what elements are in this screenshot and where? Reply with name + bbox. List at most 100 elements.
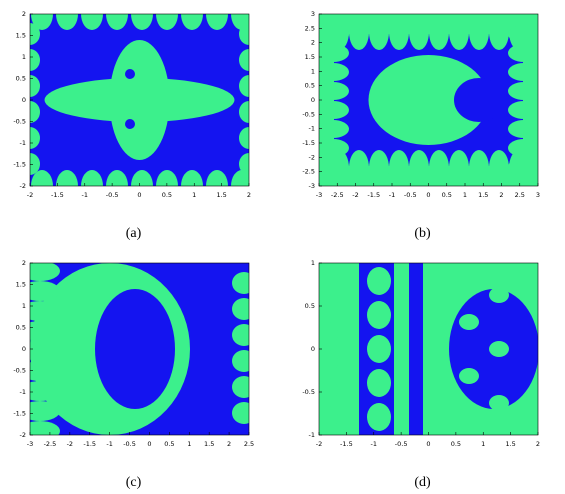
- fractal-lobe: [367, 267, 391, 295]
- fractal-lobe: [389, 150, 409, 186]
- fractal-lobe: [319, 25, 349, 43]
- y-tick-label: 0.5: [305, 82, 315, 90]
- x-tick-label: 0.5: [164, 440, 174, 448]
- x-tick-label: -0.5: [123, 440, 136, 448]
- fractal-lobe: [489, 341, 509, 357]
- y-tick-label: 0: [22, 96, 26, 104]
- fractal-lobe: [319, 321, 338, 347]
- y-tick-label: -0.5: [13, 367, 26, 375]
- y-tick-label: -2.5: [302, 168, 315, 176]
- y-tick-label: 0.5: [16, 324, 26, 332]
- fractal-lobe: [319, 349, 338, 375]
- fractal-spot: [125, 119, 135, 129]
- fractal-lobe: [508, 25, 538, 43]
- fractal-lobe: [156, 170, 178, 186]
- fractal-image: [319, 263, 538, 435]
- fractal-lobe: [30, 127, 40, 149]
- y-tick-label: -1: [309, 125, 315, 133]
- fractal-lobe: [30, 101, 40, 123]
- fractal-lobe: [508, 82, 538, 100]
- y-tick-label: 0.5: [305, 302, 315, 310]
- fractal-body: [95, 289, 175, 409]
- fractal-lobe: [30, 75, 40, 97]
- fractal-lobe: [508, 63, 538, 81]
- fractal-lobe: [239, 23, 249, 45]
- x-tick-label: 3: [536, 191, 540, 199]
- fractal-lobe: [319, 101, 349, 119]
- y-tick-label: 1.5: [16, 281, 26, 289]
- fractal-image: [30, 263, 249, 435]
- x-tick-label: 2: [499, 191, 503, 199]
- fractal-lobe: [30, 23, 40, 45]
- x-tick-label: 2.5: [244, 440, 254, 448]
- fractal-body: [368, 55, 489, 145]
- fractal-lobe: [319, 120, 349, 138]
- x-tick-label: -2.5: [331, 191, 344, 199]
- caption: (b): [414, 226, 431, 241]
- x-tick-label: 1: [481, 440, 485, 448]
- y-tick-label: 1.5: [305, 53, 315, 61]
- fractal-lobe: [30, 263, 60, 281]
- fractal-lobe: [319, 63, 349, 81]
- fractal-lobe: [181, 170, 203, 186]
- x-tick-label: 1: [187, 440, 191, 448]
- y-tick-label: -1: [20, 388, 26, 396]
- fractal-lobe: [30, 421, 60, 435]
- fractal-lobe: [367, 301, 391, 329]
- x-tick-label: 1.5: [478, 191, 488, 199]
- fractal-lobe: [349, 14, 369, 50]
- fractal-lobe: [232, 350, 249, 372]
- fractal-lobe: [349, 150, 369, 186]
- fractal-lobe: [106, 170, 128, 186]
- fractal-lobe: [131, 170, 153, 186]
- fractal-lobe: [429, 150, 449, 186]
- x-tick-label: 2: [227, 440, 231, 448]
- fractal-lobe: [206, 170, 228, 186]
- x-tick-label: 2: [247, 191, 251, 199]
- fractal-lobe: [508, 139, 538, 157]
- y-tick-label: 2: [311, 39, 315, 47]
- fractal-lobe: [30, 321, 60, 341]
- x-tick-label: -2: [352, 191, 358, 199]
- fractal-lobe: [369, 14, 389, 50]
- x-tick-label: -0.5: [395, 440, 408, 448]
- x-tick-label: -0.5: [106, 191, 119, 199]
- x-tick-label: 1.5: [216, 191, 226, 199]
- y-tick-label: 2: [22, 259, 26, 267]
- y-tick-label: -1.5: [302, 139, 315, 147]
- y-tick-label: 1.5: [16, 32, 26, 40]
- fractal-lobe: [319, 158, 349, 176]
- fractal-lobe: [81, 170, 103, 186]
- x-tick-label: -1.5: [367, 191, 380, 199]
- fractal-lobe: [508, 101, 538, 119]
- x-tick-label: 0.5: [442, 191, 452, 199]
- y-tick-label: -0.5: [302, 110, 315, 118]
- fractal-lobe: [30, 153, 40, 175]
- fractal-lobe: [319, 44, 349, 62]
- fractal-lobe: [367, 369, 391, 397]
- caption: (d): [414, 475, 431, 490]
- fractal-lobe: [231, 170, 249, 186]
- x-tick-label: -1.5: [340, 440, 353, 448]
- x-tick-label: -3: [316, 191, 322, 199]
- fractal-lobe: [367, 335, 391, 363]
- x-tick-label: 0: [137, 191, 141, 199]
- fractal-lobe: [459, 368, 479, 384]
- y-tick-label: 0: [311, 96, 315, 104]
- fractal-lobe: [319, 139, 349, 157]
- fractal-lobe: [489, 287, 509, 303]
- fractal-image: [319, 14, 538, 186]
- fractal-lobe: [30, 401, 60, 421]
- fractal-lobe: [459, 263, 479, 276]
- fractal-lobe: [459, 314, 479, 330]
- y-tick-label: -1.5: [13, 161, 26, 169]
- x-tick-label: 0.5: [451, 440, 461, 448]
- fractal-lobe: [469, 150, 489, 186]
- fractal-lobe: [81, 14, 103, 30]
- fractal-lobe: [319, 293, 338, 319]
- x-tick-label: -1: [389, 191, 395, 199]
- y-tick-label: -3: [309, 182, 315, 190]
- x-tick-label: -1: [106, 440, 112, 448]
- fractal-lobe: [389, 14, 409, 50]
